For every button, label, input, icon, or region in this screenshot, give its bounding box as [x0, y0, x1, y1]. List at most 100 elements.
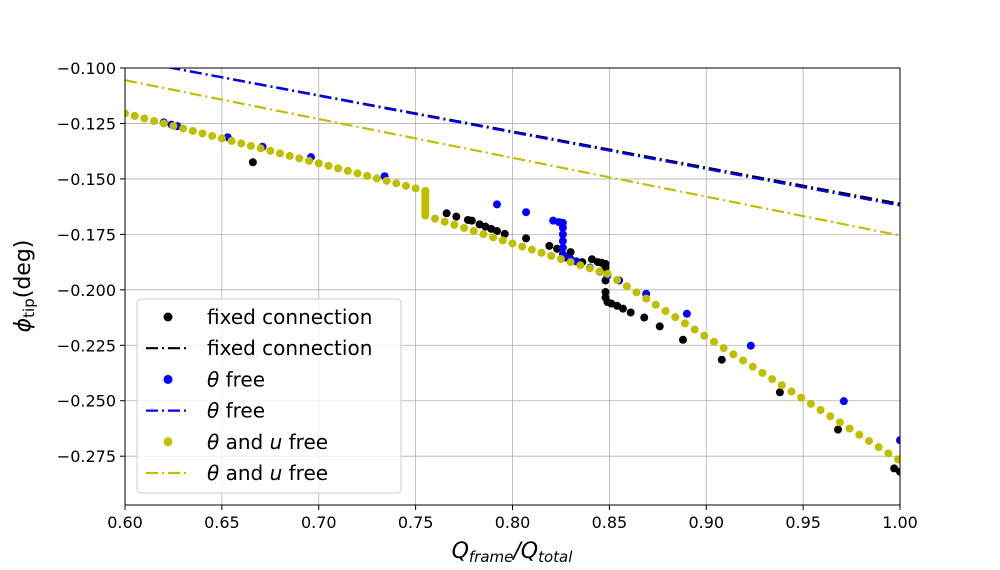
series-point-0 — [775, 388, 784, 397]
series-point-4 — [343, 166, 352, 175]
legend-label: θ and u free — [207, 430, 328, 454]
x-tick-label: 0.70 — [301, 513, 337, 532]
series-point-4 — [680, 319, 689, 328]
series-point-2 — [558, 243, 567, 252]
legend-marker — [163, 312, 173, 322]
series-point-2 — [682, 309, 691, 318]
series-point-4 — [431, 214, 439, 223]
series-point-4 — [739, 356, 748, 365]
series-point-4 — [372, 174, 381, 183]
series-point-4 — [363, 171, 372, 180]
series-point-4 — [188, 126, 197, 135]
series-point-4 — [314, 159, 323, 168]
series-point-4 — [460, 223, 469, 232]
series-point-0 — [834, 425, 842, 434]
series-point-0 — [545, 241, 554, 250]
series-point-4 — [125, 109, 129, 118]
series-point-4 — [401, 181, 410, 190]
series-point-4 — [700, 331, 709, 340]
series-point-4 — [392, 179, 401, 188]
series-point-4 — [642, 294, 651, 303]
y-tick-label: −0.275 — [57, 447, 116, 466]
series-point-4 — [874, 443, 883, 452]
series-point-0 — [522, 234, 531, 243]
series-point-4 — [498, 236, 507, 245]
grid-lines — [124, 67, 901, 505]
series-point-2 — [493, 200, 501, 209]
series-point-0 — [500, 229, 509, 238]
series-point-4 — [884, 449, 893, 458]
series-point-4 — [169, 121, 178, 130]
series-point-4 — [586, 264, 594, 273]
series-point-4 — [334, 164, 343, 173]
series-point-4 — [246, 141, 255, 150]
series-point-4 — [382, 176, 391, 185]
series-point-4 — [729, 350, 738, 359]
series-point-4 — [547, 251, 556, 260]
series-point-4 — [835, 418, 844, 427]
series-point-0 — [601, 263, 610, 272]
series-point-2 — [558, 230, 567, 239]
legend-label: θ and u free — [207, 461, 328, 485]
y-tick-label: −0.100 — [57, 59, 116, 78]
series-point-4 — [797, 393, 806, 402]
series-point-0 — [601, 288, 610, 297]
x-tick-label: 0.80 — [495, 513, 531, 532]
series-point-4 — [651, 300, 660, 309]
series-point-4 — [556, 254, 565, 263]
series-point-4 — [237, 139, 246, 148]
x-tick-label: 1.00 — [882, 513, 918, 532]
x-tick-label: 0.95 — [785, 513, 821, 532]
series-point-4 — [140, 114, 149, 123]
series-point-2 — [558, 237, 567, 246]
series-point-4 — [894, 455, 900, 464]
series-point-2 — [896, 436, 900, 445]
series-point-4 — [256, 144, 265, 153]
series-point-4 — [353, 169, 362, 178]
series-point-4 — [527, 245, 536, 254]
legend-marker — [163, 437, 173, 447]
series-point-4 — [690, 325, 699, 334]
series-point-0 — [640, 313, 649, 322]
series-point-4 — [826, 412, 835, 421]
series-point-4 — [661, 306, 670, 315]
series-point-0 — [452, 212, 461, 221]
series-point-4 — [845, 424, 854, 433]
series-point-4 — [489, 233, 498, 242]
x-axis-label: Qframe/Qtotal — [452, 539, 574, 566]
series-point-0 — [442, 209, 451, 218]
y-axis-ticks: −0.100 −0.125 −0.150 −0.175 −0.200 −0.225 −0.2… — [57, 59, 125, 466]
series-point-4 — [632, 288, 641, 297]
legend: fixed connection fixed connection θ free θ … — [136, 298, 402, 494]
series-point-4 — [217, 134, 226, 143]
series-point-4 — [748, 362, 757, 371]
series-point-4 — [150, 116, 159, 125]
series-point-4 — [479, 230, 488, 239]
series-point-4 — [595, 267, 604, 276]
series-point-4 — [576, 261, 585, 270]
series-point-2 — [558, 223, 567, 232]
series-point-4 — [768, 375, 777, 384]
series-point-4 — [518, 242, 527, 251]
series-point-4 — [208, 131, 217, 140]
series-point-4 — [816, 406, 825, 415]
series-point-4 — [295, 154, 304, 163]
y-tick-label: −0.250 — [57, 392, 116, 411]
series-point-4 — [622, 282, 631, 291]
series-points — [125, 109, 900, 476]
y-axis-label: ϕtip(deg) — [11, 240, 38, 333]
series-point-4 — [198, 129, 207, 138]
series-point-4 — [613, 276, 622, 285]
series-point-4 — [179, 124, 188, 133]
legend-label: fixed connection — [207, 305, 372, 329]
series-point-4 — [130, 111, 139, 120]
series-point-4 — [710, 337, 718, 346]
series-point-4 — [450, 220, 459, 229]
series-point-4 — [758, 368, 767, 377]
series-point-4 — [305, 156, 314, 165]
series-point-4 — [671, 313, 680, 322]
series-point-4 — [227, 136, 236, 145]
series-point-4 — [603, 269, 612, 278]
series-point-0 — [655, 322, 664, 331]
